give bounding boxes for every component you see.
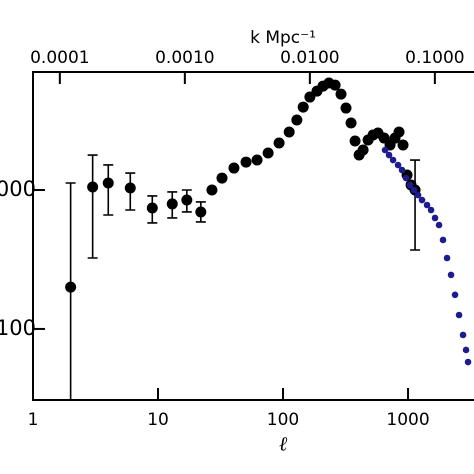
data-point xyxy=(335,88,347,100)
error-bar xyxy=(410,159,421,251)
data-point xyxy=(451,291,459,299)
data-point xyxy=(124,182,136,194)
data-point xyxy=(166,198,178,210)
top-x-tick-label: 0.0100 xyxy=(280,48,339,68)
data-point xyxy=(345,117,357,129)
data-point xyxy=(146,202,158,214)
x-tick-label: 1 xyxy=(28,410,39,430)
data-point xyxy=(389,156,397,164)
data-point xyxy=(251,154,263,166)
data-point xyxy=(459,331,467,339)
data-point xyxy=(273,137,285,149)
data-point xyxy=(447,271,455,279)
data-point xyxy=(206,184,218,196)
top-x-tick-label: 0.0001 xyxy=(30,48,89,68)
y-tick-label: 100 xyxy=(0,316,36,340)
data-point xyxy=(340,102,352,114)
data-point xyxy=(414,191,422,199)
data-point xyxy=(402,174,410,182)
data-point xyxy=(87,181,99,193)
data-point xyxy=(431,214,439,222)
x-axis-label: ℓ xyxy=(279,432,288,456)
data-point xyxy=(262,147,274,159)
top-axis-label: k Mpc⁻¹ xyxy=(250,28,316,48)
data-point xyxy=(283,126,295,138)
data-point xyxy=(216,172,228,184)
data-point xyxy=(398,166,406,174)
x-tick-label: 100 xyxy=(267,410,299,430)
data-point xyxy=(349,135,361,147)
data-point xyxy=(291,114,303,126)
y-tick-label: 1000 xyxy=(0,177,36,201)
error-bar xyxy=(87,154,98,259)
data-point xyxy=(393,126,405,138)
data-point xyxy=(228,162,240,174)
data-point xyxy=(439,236,447,244)
data-point xyxy=(464,358,472,366)
data-point xyxy=(427,206,435,214)
data-point xyxy=(357,144,369,156)
data-point xyxy=(443,254,451,262)
data-point xyxy=(65,281,77,293)
data-point xyxy=(455,311,463,319)
top-x-tick-label: 0.0010 xyxy=(155,48,214,68)
data-point xyxy=(102,177,114,189)
error-bar xyxy=(103,164,114,216)
data-point xyxy=(462,346,470,354)
data-point xyxy=(381,146,389,154)
data-point xyxy=(418,196,426,204)
data-point xyxy=(297,101,309,113)
data-point xyxy=(329,79,341,91)
x-tick-label: 10 xyxy=(147,410,169,430)
plot-frame xyxy=(32,71,474,401)
data-point xyxy=(397,139,409,151)
data-point xyxy=(240,156,252,168)
data-point xyxy=(423,201,431,209)
data-point xyxy=(394,161,402,169)
data-point xyxy=(410,186,418,194)
data-point xyxy=(406,181,414,189)
data-point xyxy=(435,221,443,229)
data-point xyxy=(181,194,193,206)
data-point xyxy=(385,151,393,159)
data-point xyxy=(195,206,207,218)
top-x-tick-label: 0.1000 xyxy=(405,48,464,68)
x-tick-label: 1000 xyxy=(386,410,429,430)
